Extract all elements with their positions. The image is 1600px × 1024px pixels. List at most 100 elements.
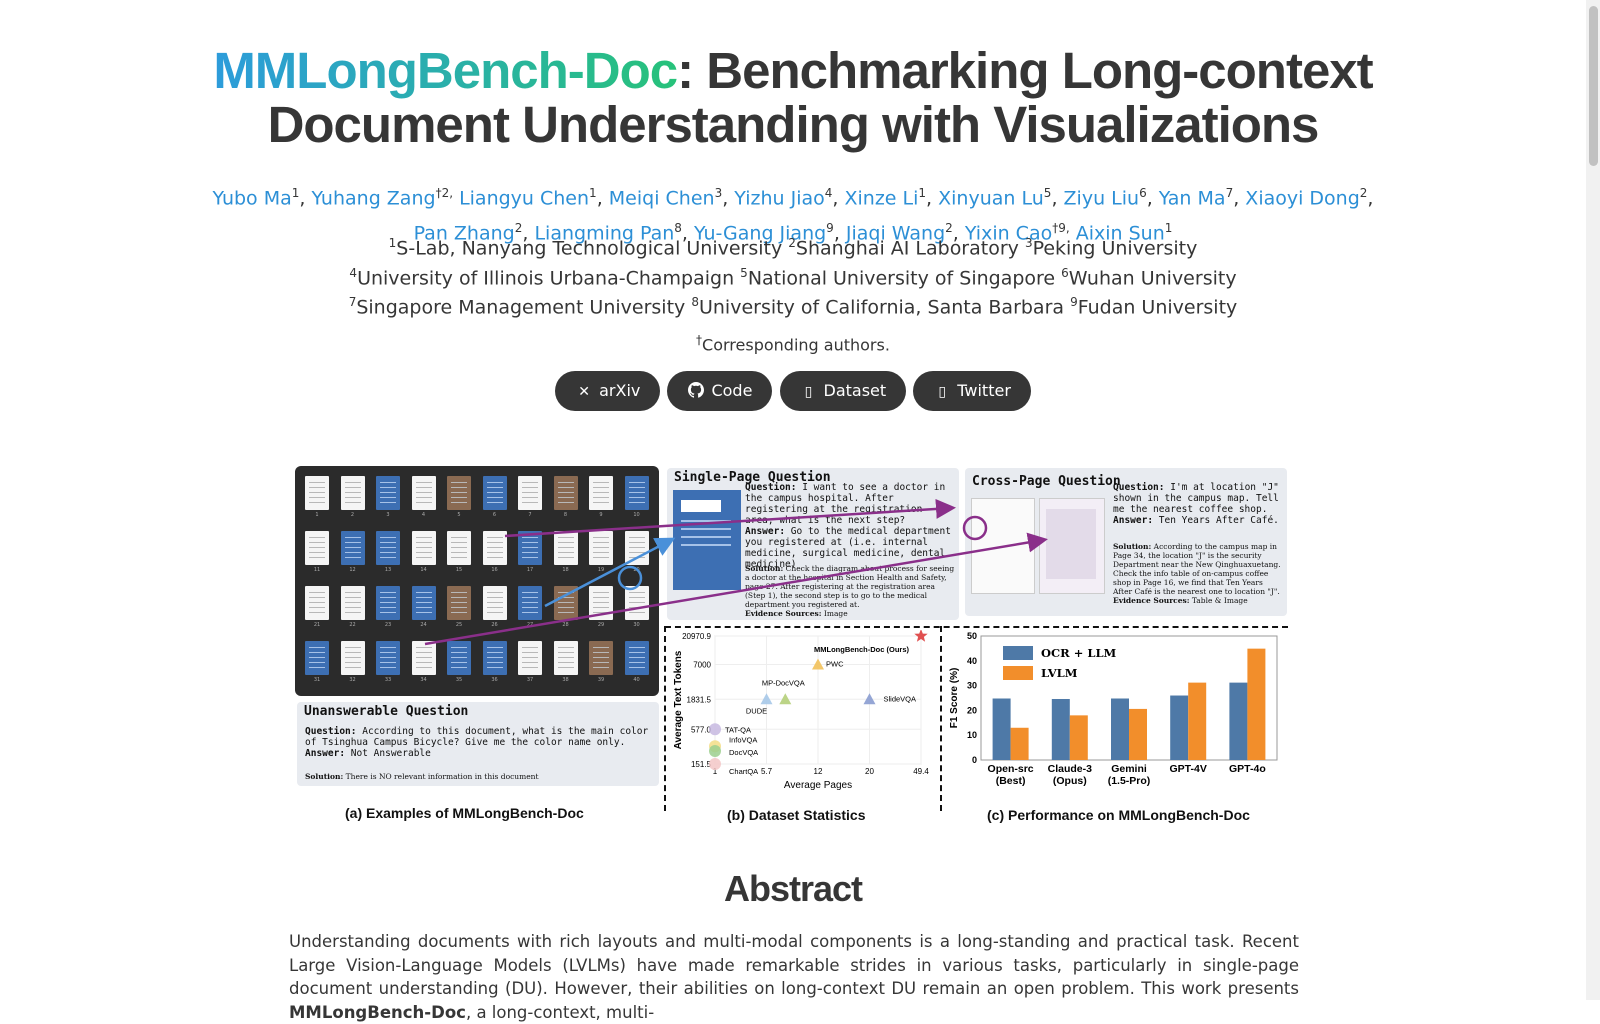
- data-point-label: MP-DocVQA: [762, 678, 805, 687]
- affiliation-name: National University of Singapore: [747, 267, 1062, 290]
- page-number: 8: [563, 512, 568, 518]
- dataset-button[interactable]: ▯ Dataset: [779, 371, 907, 411]
- page-number: 3: [386, 512, 390, 518]
- author-separator: ,: [1233, 187, 1246, 210]
- affiliation-number: 7: [348, 295, 357, 309]
- x-axis-label: Average Pages: [784, 780, 852, 791]
- page-scrollbar[interactable]: [1586, 0, 1600, 1000]
- x-category-label: Claude-3: [1048, 763, 1093, 775]
- author-link[interactable]: Liangyu Chen: [459, 187, 590, 210]
- data-point-star: [914, 630, 928, 642]
- legend-label: OCR + LLM: [1041, 646, 1117, 660]
- page-number: 23: [384, 622, 392, 628]
- document-page-thumbnail: [553, 476, 578, 510]
- connection-arrows: [424, 498, 1048, 646]
- page-number: 38: [562, 677, 569, 683]
- author-link[interactable]: Pan Zhang: [413, 222, 515, 245]
- document-page-thumbnail: [553, 531, 578, 565]
- page-number: 22: [349, 622, 356, 628]
- unanswerable-qa: Question: According to this document, wh…: [305, 726, 649, 759]
- affiliation-number: 4: [349, 266, 358, 280]
- affiliation-number: 8: [691, 295, 699, 309]
- author-link[interactable]: Yuhang Zang: [311, 187, 436, 210]
- document-page-thumbnail: [340, 476, 365, 510]
- scrollbar-thumb[interactable]: [1589, 6, 1598, 166]
- author-link[interactable]: Liangming Pan: [534, 222, 675, 245]
- author-link[interactable]: Yixin Cao: [964, 222, 1053, 245]
- author-separator: ,: [299, 187, 312, 210]
- code-button[interactable]: Code: [667, 371, 773, 411]
- document-page-thumbnail: [376, 531, 400, 565]
- affiliation-number: 2: [788, 236, 796, 250]
- author-separator: ,: [1051, 187, 1064, 210]
- campus-map-image: [1039, 498, 1105, 594]
- arxiv-button[interactable]: ✕ arXiv: [555, 371, 661, 411]
- author-list: Yubo Ma1, Yuhang Zang†2, Liangyu Chen1, …: [180, 178, 1406, 249]
- author-affiliation-mark: 7: [1225, 186, 1234, 200]
- x-tick-label: 1: [713, 767, 718, 776]
- page-number: 17: [526, 567, 534, 573]
- title-rest: : Benchmarking Long-context Document Und…: [267, 42, 1374, 153]
- document-page-thumbnail: [447, 531, 471, 565]
- author-link[interactable]: Jiaqi Wang: [845, 222, 946, 245]
- document-page-thumbnail: [589, 531, 613, 565]
- twitter-button[interactable]: ▯ Twitter: [913, 371, 1031, 411]
- affiliation-name: Peking University: [1032, 237, 1198, 260]
- document-page-thumbnail: [624, 586, 649, 620]
- author-link[interactable]: Xinze Li: [844, 187, 919, 210]
- page-number: 5: [457, 512, 461, 518]
- x-category-label: (1.5-Pro): [1108, 775, 1151, 787]
- affiliation-number: 1: [388, 236, 397, 250]
- legend-swatch: [1003, 646, 1033, 660]
- cross-page-qa: Question: I'm at location "J" shown in t…: [1113, 482, 1279, 526]
- page-number: 30: [633, 622, 640, 628]
- author-link[interactable]: Aixin Sun: [1075, 222, 1165, 245]
- document-page-thumbnail: [518, 531, 542, 565]
- author-affiliation-mark: 2: [1359, 186, 1368, 200]
- affiliation-number: 9: [1070, 295, 1078, 309]
- author-link[interactable]: Yu-Gang Jiang: [694, 222, 827, 245]
- author-link[interactable]: Xinyuan Lu: [938, 187, 1044, 210]
- document-page-thumbnail: [518, 586, 542, 620]
- bar: [1051, 698, 1070, 760]
- author-link[interactable]: Yizhu Jiao: [734, 187, 825, 210]
- unanswerable-solution: Solution: There is NO relevant informati…: [305, 772, 539, 781]
- twitter-icon: ▯: [938, 384, 947, 400]
- affiliation-name: Shanghai AI Laboratory: [795, 237, 1025, 260]
- author-separator: ,: [952, 222, 965, 245]
- page-number: 32: [349, 677, 356, 683]
- document-page-thumbnail: [447, 641, 471, 675]
- author-link[interactable]: Meiqi Chen: [608, 187, 715, 210]
- x-category-label: GPT-4o: [1229, 763, 1266, 775]
- affiliation-number: 5: [740, 266, 748, 280]
- x-tick-label: 12: [814, 767, 823, 776]
- document-page-thumbnail: [482, 586, 507, 620]
- data-point-circle: [709, 723, 721, 736]
- data-point-triangle: [863, 693, 876, 705]
- page-number: 35: [455, 677, 463, 683]
- author-affiliation-mark: 1: [1164, 221, 1173, 236]
- data-point-label: InfoVQA: [729, 735, 757, 744]
- page-number: 1: [315, 512, 319, 518]
- affiliation-number: 3: [1024, 236, 1033, 250]
- author-link[interactable]: Yubo Ma: [212, 187, 292, 210]
- y-tick-label: 50: [967, 631, 977, 641]
- dataset-icon: ▯: [804, 384, 813, 400]
- link-buttons: ✕ arXiv Code ▯ Dataset ▯ Twitter: [0, 371, 1586, 411]
- unanswerable-question-box: Unanswerable Question Question: Accordin…: [297, 702, 659, 786]
- author-separator: ,: [722, 187, 735, 210]
- page-number: 33: [384, 677, 392, 683]
- figure-divider: [664, 626, 666, 811]
- bar: [1111, 698, 1129, 760]
- author-link[interactable]: Xiaoyi Dong: [1245, 187, 1360, 210]
- author-link[interactable]: Yan Ma: [1158, 187, 1226, 210]
- document-page-thumbnail: [624, 476, 649, 510]
- author-affiliation-mark: 4: [824, 186, 833, 200]
- author-affiliation-mark: 1: [918, 186, 927, 200]
- affiliation-line-1: 1S-Lab, Nanyang Technological University…: [180, 236, 1406, 259]
- bar: [1010, 727, 1029, 760]
- bar: [1247, 648, 1266, 760]
- document-page-thumbnail: [376, 641, 400, 675]
- document-page-thumbnail: [340, 586, 365, 620]
- author-link[interactable]: Ziyu Liu: [1063, 187, 1140, 210]
